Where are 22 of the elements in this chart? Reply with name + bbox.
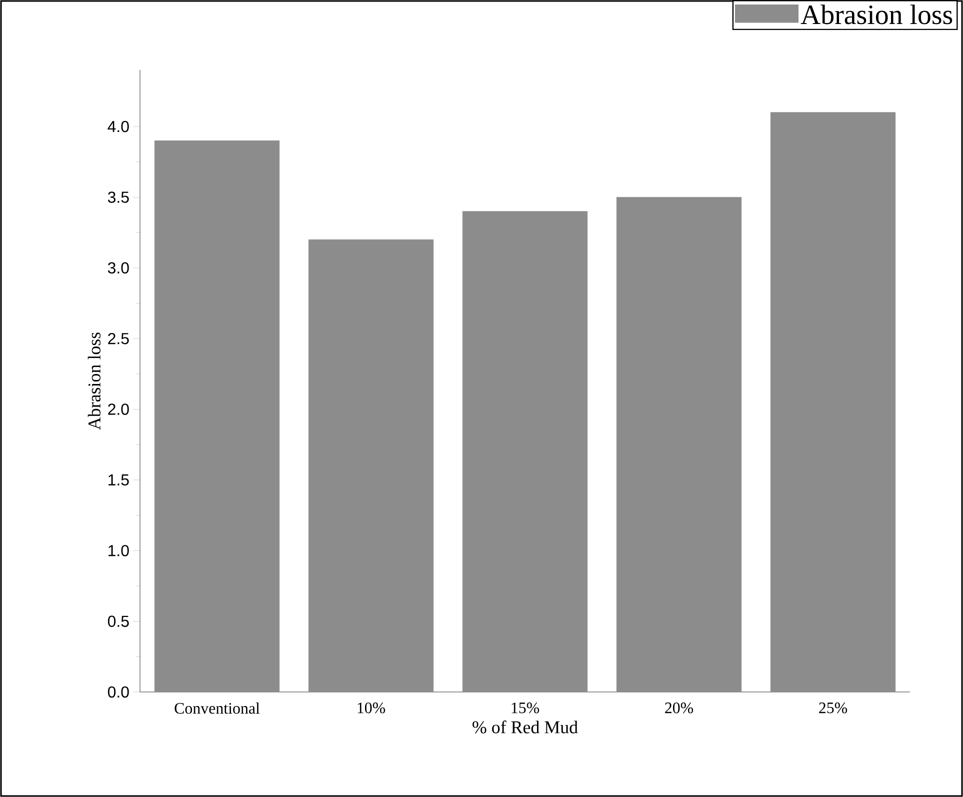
bar [308, 239, 434, 692]
y-tick-label: 0.5 [108, 616, 129, 627]
bar [154, 140, 280, 692]
x-tick-label: 20% [665, 702, 694, 714]
y-tick-label: 1.5 [108, 474, 129, 486]
y-tick-label: 3.5 [108, 192, 129, 203]
y-axis-title: Abrasion loss [88, 332, 100, 430]
x-tick-label: 10% [358, 702, 386, 714]
x-tick-label: Conventional [174, 702, 260, 714]
y-tick-label: 1.0 [108, 544, 129, 556]
bar [616, 197, 742, 692]
y-tick-label: 4.0 [108, 120, 129, 132]
bar [462, 211, 588, 692]
y-tick-label: 0.0 [108, 686, 129, 698]
bar [770, 112, 896, 692]
x-tick-label: 15% [512, 702, 540, 714]
x-tick-label: 25% [819, 702, 848, 714]
y-tick-label: 2.5 [108, 332, 129, 344]
y-tick-label: 3.0 [108, 262, 129, 274]
x-axis-title: % of Red Mud [472, 720, 578, 734]
legend-label: Abrasion loss [800, 4, 952, 24]
y-tick-label: 2.0 [108, 404, 129, 415]
